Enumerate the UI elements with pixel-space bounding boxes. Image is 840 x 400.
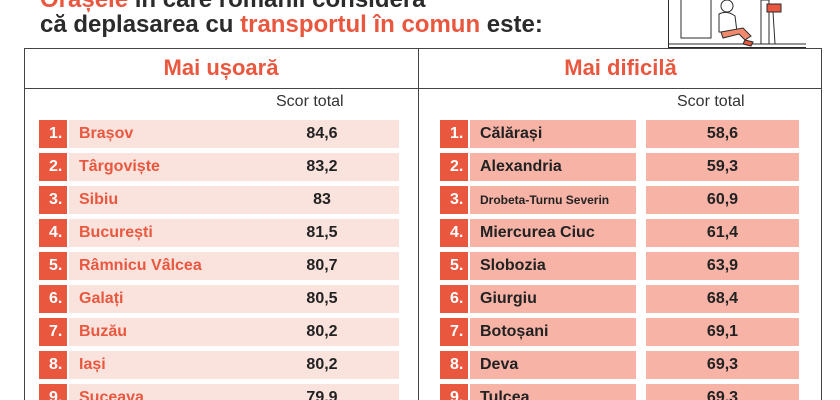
score-value: 60,9: [646, 186, 799, 214]
city-name: Deva: [470, 351, 636, 379]
score-value: 58,6: [646, 120, 799, 148]
rank-badge: 6.: [39, 285, 67, 313]
score-value: 79,9: [245, 384, 399, 400]
rank-badge: 5.: [440, 252, 468, 280]
left-column-title: Mai ușoară: [163, 55, 279, 80]
page-title-line-2: că deplasarea cu transportul în comun es…: [40, 13, 543, 37]
score-value: 80,7: [245, 252, 399, 280]
rank-badge: 8.: [440, 351, 468, 379]
rank-badge: 5.: [39, 252, 67, 280]
city-name: Miercurea Ciuc: [470, 219, 636, 247]
score-value: 63,9: [646, 252, 799, 280]
bus-stop-illustration: [668, 0, 806, 48]
rank-badge: 9.: [39, 384, 67, 400]
score-value: 81,5: [245, 219, 399, 247]
city-name: Buzău: [69, 318, 270, 346]
city-name: Târgoviște: [69, 153, 270, 181]
score-value: 80,5: [245, 285, 399, 313]
score-value: 84,6: [245, 120, 399, 148]
rank-badge: 4.: [39, 219, 67, 247]
score-value: 83: [245, 186, 399, 214]
rank-badge: 3.: [39, 186, 67, 214]
city-name: Sibiu: [69, 186, 270, 214]
city-name: Galați: [69, 285, 270, 313]
right-column-title: Mai dificilă: [564, 55, 677, 80]
tables-frame: [24, 48, 822, 400]
city-name: Tulcea: [470, 384, 636, 400]
city-name: Suceava: [69, 384, 270, 400]
city-name: Călărași: [470, 120, 636, 148]
city-name: Slobozia: [470, 252, 636, 280]
score-value: 69,3: [646, 384, 799, 400]
column-divider: [418, 48, 419, 400]
page-title-line-1: Orașele în care românii consideră: [40, 0, 426, 12]
rank-badge: 2.: [440, 153, 468, 181]
score-value: 83,2: [245, 153, 399, 181]
title-accent-cities: Orașele: [40, 0, 128, 13]
score-value: 61,4: [646, 219, 799, 247]
city-name: Iași: [69, 351, 270, 379]
rank-badge: 9.: [440, 384, 468, 400]
right-title-rule: [419, 88, 822, 89]
title-text-start: că deplasarea cu: [40, 11, 241, 38]
right-score-header: Scor total: [677, 93, 745, 110]
title-text-end: este:: [480, 11, 543, 38]
score-value: 80,2: [245, 351, 399, 379]
score-value: 69,1: [646, 318, 799, 346]
rank-badge: 8.: [39, 351, 67, 379]
city-name: Botoșani: [470, 318, 636, 346]
city-name: București: [69, 219, 270, 247]
city-name: Alexandria: [470, 153, 636, 181]
title-accent-transport: transportul în comun: [240, 11, 481, 38]
rank-badge: 6.: [440, 285, 468, 313]
rank-badge: 3.: [440, 186, 468, 214]
page-header: Orașele în care românii consideră că dep…: [0, 0, 840, 48]
left-title-rule: [24, 88, 418, 89]
rank-badge: 7.: [39, 318, 67, 346]
rank-badge: 4.: [440, 219, 468, 247]
score-value: 68,4: [646, 285, 799, 313]
left-score-header: Scor total: [276, 93, 344, 110]
city-name: Drobeta-Turnu Severin: [470, 186, 636, 214]
rank-badge: 1.: [39, 120, 67, 148]
rank-badge: 2.: [39, 153, 67, 181]
rank-badge: 7.: [440, 318, 468, 346]
score-value: 59,3: [646, 153, 799, 181]
city-name: Giurgiu: [470, 285, 636, 313]
person-waiting-icon: [669, 0, 806, 47]
city-name: Râmnicu Vâlcea: [69, 252, 270, 280]
score-value: 80,2: [245, 318, 399, 346]
city-name: Brașov: [69, 120, 270, 148]
rank-badge: 1.: [440, 120, 468, 148]
score-value: 69,3: [646, 351, 799, 379]
title-text: în care românii consideră: [128, 0, 426, 13]
